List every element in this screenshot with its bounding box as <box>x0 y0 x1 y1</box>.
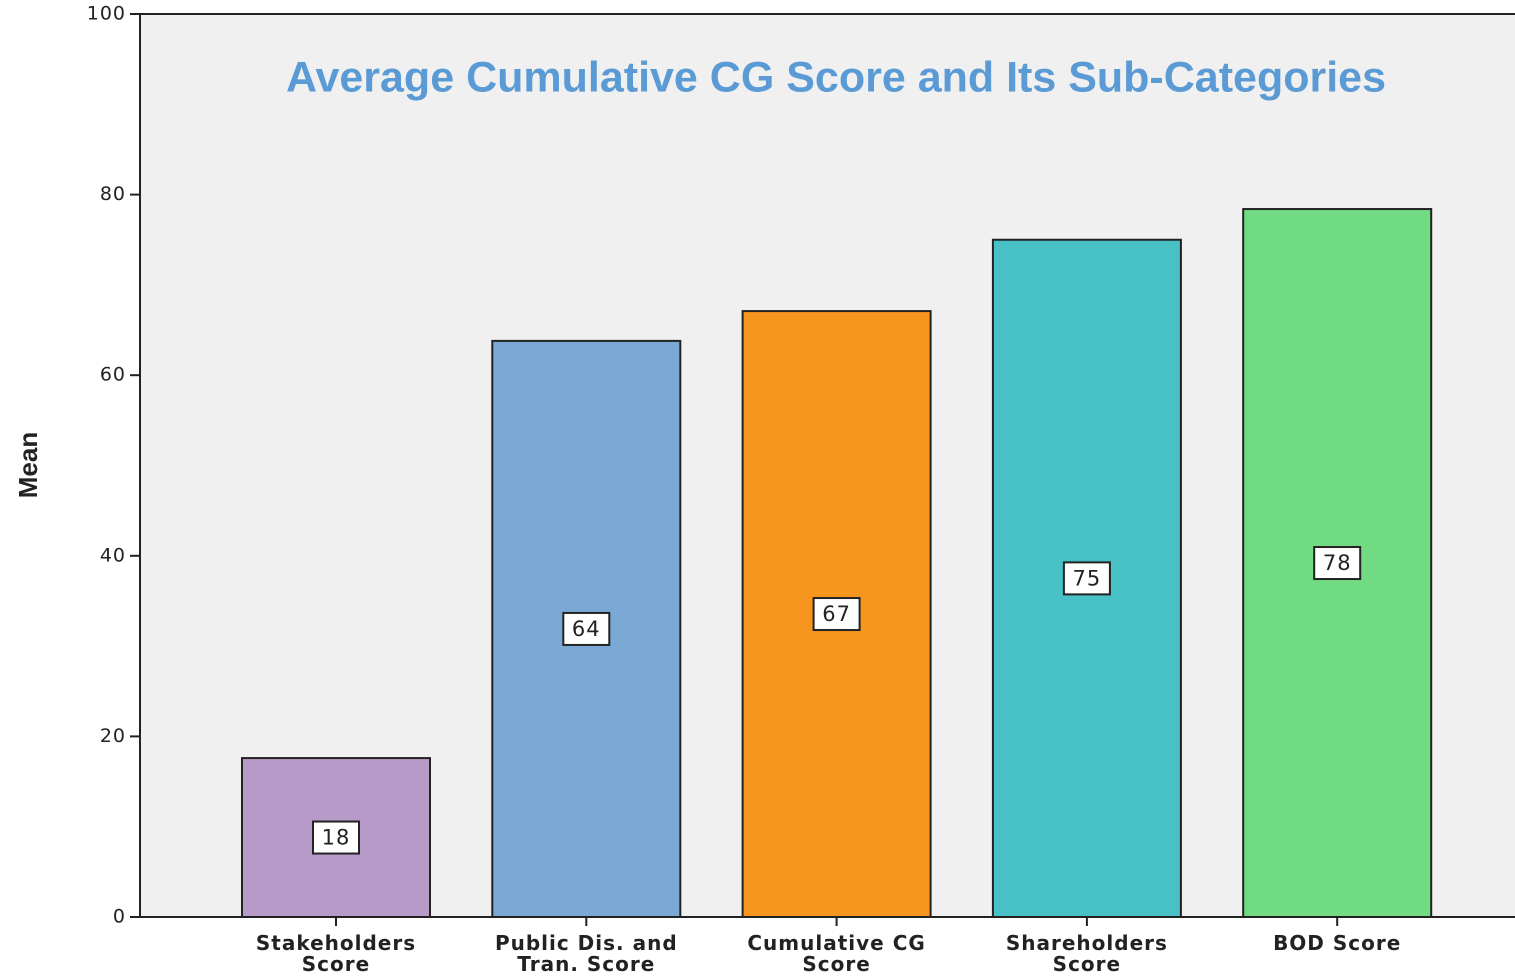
y-tick-label: 0 <box>113 906 126 928</box>
y-axis-label: Mean <box>13 432 43 498</box>
x-tick-label: Public Dis. and Tran. Score <box>495 931 678 976</box>
value-label: 67 <box>822 602 851 626</box>
chart-title: Average Cumulative CG Score and Its Sub-… <box>286 53 1386 101</box>
x-tick-label: Stakeholders Score <box>256 931 416 976</box>
value-label-box <box>562 611 611 646</box>
x-tick-label: BOD Score <box>1273 931 1401 955</box>
value-label: 18 <box>322 826 351 850</box>
value-label: 78 <box>1323 551 1352 575</box>
x-tick-label: Shareholders Score <box>1006 931 1168 976</box>
y-tick-label: 40 <box>100 544 126 566</box>
value-label-box <box>812 597 861 632</box>
x-tick-label: Cumulative CG Score <box>747 931 925 976</box>
value-label-box <box>1062 561 1111 596</box>
y-tick-label: 100 <box>87 3 126 25</box>
value-label: 75 <box>1073 566 1102 590</box>
value-label-box <box>312 820 360 855</box>
y-tick-label: 60 <box>100 364 126 386</box>
y-tick-label: 80 <box>100 183 126 205</box>
value-label: 64 <box>572 617 601 641</box>
y-tick-label: 20 <box>100 725 126 747</box>
value-label-box <box>1313 546 1362 581</box>
